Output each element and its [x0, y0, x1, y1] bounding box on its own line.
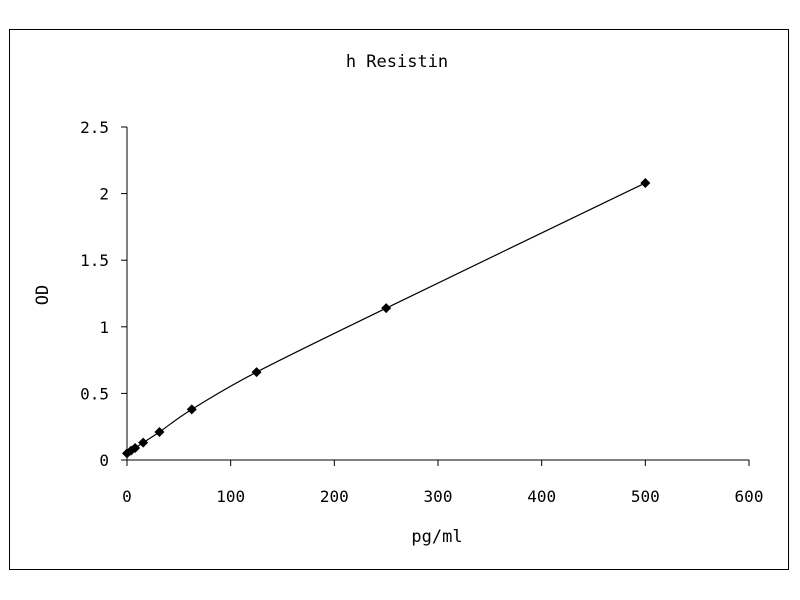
series-line: [126, 182, 646, 454]
x-tick-label: 300: [424, 487, 453, 506]
series-points: [122, 177, 651, 459]
y-tick-label: 1: [99, 318, 109, 337]
chart-frame: [9, 29, 789, 570]
y-tick-label: 2: [99, 185, 109, 204]
x-axis-label: pg/ml: [411, 527, 462, 547]
y-tick-label: 0.5: [80, 384, 109, 403]
x-tick-label: 100: [216, 487, 245, 506]
chart-title: h Resistin: [346, 52, 448, 72]
x-tick-label: 400: [527, 487, 556, 506]
y-tick-label: 2.5: [80, 118, 109, 137]
x-tick-label: 200: [320, 487, 349, 506]
x-tick-label: 0: [122, 487, 132, 506]
y-tick-label: 0: [99, 451, 109, 470]
data-point-marker: [138, 437, 149, 448]
y-axis-label: OD: [33, 285, 53, 305]
x-tick-label: 600: [735, 487, 764, 506]
data-point-marker: [186, 404, 197, 415]
y-ticks: 0 0.5 1 1.5 2 2.5: [80, 118, 127, 470]
data-point-marker: [154, 427, 165, 438]
x-ticks: 0 100 200 300 400 500 600: [122, 460, 763, 506]
x-tick-label: 500: [631, 487, 660, 506]
data-point-marker: [381, 303, 392, 314]
data-point-marker: [251, 367, 262, 378]
data-point-marker: [130, 443, 141, 454]
y-tick-label: 1.5: [80, 251, 109, 270]
data-point-marker: [640, 177, 651, 188]
